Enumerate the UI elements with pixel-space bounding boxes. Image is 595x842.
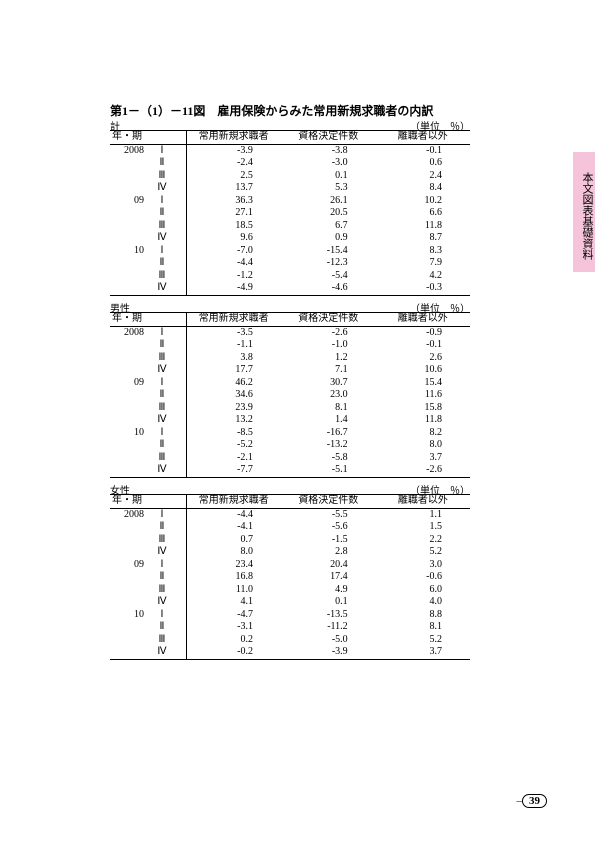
table-row: Ⅱ27.120.56.6 [110, 207, 470, 220]
table-row: Ⅱ-5.2-13.28.0 [110, 439, 470, 452]
page-number: –39 [517, 794, 548, 808]
table-unit: （単位 ％） [410, 118, 470, 133]
table-row: Ⅲ0.2-5.05.2 [110, 634, 470, 647]
table-row: Ⅳ17.77.110.6 [110, 364, 470, 377]
table-block: 男性 （単位 ％）年・期常用新規求職者資格決定件数離職者以外2008Ⅰ-3.5-2… [110, 300, 470, 478]
table-row: Ⅳ-4.9-4.6-0.3 [110, 282, 470, 295]
data-table: 年・期常用新規求職者資格決定件数離職者以外2008Ⅰ-3.9-3.8-0.1Ⅱ-… [110, 130, 470, 296]
table-row: 2008Ⅰ-3.9-3.8-0.1 [110, 144, 470, 157]
table-row: Ⅳ13.21.411.8 [110, 414, 470, 427]
table-row: 10Ⅰ-7.0-15.48.3 [110, 245, 470, 258]
table-row: Ⅲ-1.2-5.44.2 [110, 270, 470, 283]
table-row: 10Ⅰ-4.7-13.58.8 [110, 609, 470, 622]
table-label: 計 [110, 118, 120, 133]
table-block: 女性 （単位 ％）年・期常用新規求職者資格決定件数離職者以外2008Ⅰ-4.4-5… [110, 482, 470, 660]
table-row: Ⅲ11.04.96.0 [110, 584, 470, 597]
table-row: Ⅳ-0.2-3.93.7 [110, 646, 470, 659]
table-row: 09Ⅰ36.326.110.2 [110, 195, 470, 208]
table-row: Ⅱ16.817.4-0.6 [110, 571, 470, 584]
table-row: Ⅱ-1.1-1.0-0.1 [110, 339, 470, 352]
table-unit: （単位 ％） [410, 482, 470, 497]
table-row: Ⅳ-7.7-5.1-2.6 [110, 464, 470, 477]
table-row: 2008Ⅰ-3.5-2.6-0.9 [110, 326, 470, 339]
table-row: 10Ⅰ-8.5-16.78.2 [110, 427, 470, 440]
table-row: Ⅳ4.10.14.0 [110, 596, 470, 609]
table-row: Ⅳ9.60.98.7 [110, 232, 470, 245]
table-row: 09Ⅰ23.420.43.0 [110, 559, 470, 572]
data-table: 年・期常用新規求職者資格決定件数離職者以外2008Ⅰ-3.5-2.6-0.9Ⅱ-… [110, 312, 470, 478]
table-row: Ⅲ-2.1-5.83.7 [110, 452, 470, 465]
table-row: 09Ⅰ46.230.715.4 [110, 377, 470, 390]
table-label: 男性 [110, 300, 130, 315]
data-table: 年・期常用新規求職者資格決定件数離職者以外2008Ⅰ-4.4-5.51.1Ⅱ-4… [110, 494, 470, 660]
table-row: Ⅲ3.81.22.6 [110, 352, 470, 365]
table-row: Ⅱ34.623.011.6 [110, 389, 470, 402]
page-title: 第1－（1）－11図 雇用保険からみた常用新規求職者の内訳 [110, 102, 433, 119]
table-unit: （単位 ％） [410, 300, 470, 315]
table-row: Ⅱ-4.4-12.37.9 [110, 257, 470, 270]
table-row: Ⅳ13.75.38.4 [110, 182, 470, 195]
table-row: 2008Ⅰ-4.4-5.51.1 [110, 508, 470, 521]
side-tab: 本文図表基礎資料 [573, 152, 595, 272]
table-row: Ⅱ-4.1-5.61.5 [110, 521, 470, 534]
table-label: 女性 [110, 482, 130, 497]
table-row: Ⅱ-2.4-3.00.6 [110, 157, 470, 170]
table-row: Ⅳ8.02.85.2 [110, 546, 470, 559]
table-row: Ⅲ23.98.115.8 [110, 402, 470, 415]
table-row: Ⅲ0.7-1.52.2 [110, 534, 470, 547]
page-root: 第1－（1）－11図 雇用保険からみた常用新規求職者の内訳 本文図表基礎資料 計… [0, 0, 595, 842]
table-block: 計 （単位 ％）年・期常用新規求職者資格決定件数離職者以外2008Ⅰ-3.9-3.… [110, 118, 470, 296]
table-row: Ⅲ18.56.711.8 [110, 220, 470, 233]
table-row: Ⅱ-3.1-11.28.1 [110, 621, 470, 634]
table-row: Ⅲ2.50.12.4 [110, 170, 470, 183]
